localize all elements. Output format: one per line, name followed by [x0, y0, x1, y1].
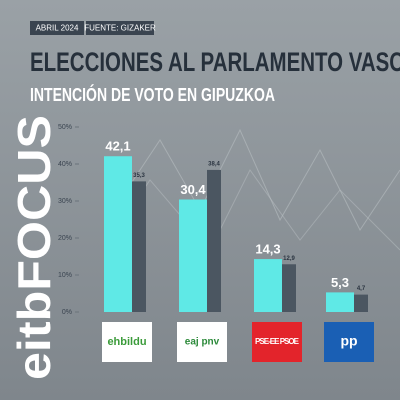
value-label: 14,3	[255, 242, 280, 257]
value-label: 38,4	[208, 161, 220, 167]
party-logo	[102, 322, 152, 362]
date-tag	[30, 21, 84, 35]
y-tick-label: 50%	[58, 124, 72, 131]
value-label: 35,3	[133, 173, 145, 179]
value-label: 30,4	[180, 182, 206, 197]
bar	[326, 292, 354, 312]
value-label: 42,1	[105, 139, 130, 154]
date: ABRIL 2024	[36, 24, 79, 33]
bar	[179, 199, 207, 312]
party-logo	[252, 322, 302, 362]
source: FUENTE: GIZAKER	[84, 24, 156, 33]
y-tick-label: 20%	[58, 235, 72, 242]
source-tag	[86, 21, 154, 35]
x-tick-label: eaj pnv	[185, 337, 220, 348]
chart-title: ELECCIONES AL PARLAMENTO VASCO	[30, 47, 400, 77]
y-tick-label: 30%	[58, 198, 72, 205]
bar	[104, 156, 132, 312]
brand: eitbFOCUS	[8, 115, 60, 380]
chart-subtitle: INTENCIÓN DE VOTO EN GIPUZKOA	[30, 84, 275, 105]
x-tick-label: PSE-EE PSOE	[255, 337, 300, 346]
decor-line	[109, 169, 400, 251]
value-label: 4,7	[357, 286, 366, 292]
y-tick-label: 10%	[58, 272, 72, 279]
bar	[354, 294, 368, 312]
y-tick-label: 0%	[62, 309, 72, 316]
bar	[254, 259, 282, 312]
bar	[132, 181, 146, 312]
bar	[282, 264, 296, 312]
party-logo	[324, 322, 374, 362]
decor-line	[119, 128, 400, 231]
party-logo	[177, 322, 227, 362]
value-label: 12,9	[283, 256, 295, 262]
value-label: 5,3	[331, 275, 349, 290]
bar	[207, 169, 221, 312]
x-tick-label: pp	[340, 333, 357, 349]
y-tick-label: 40%	[58, 161, 72, 168]
x-tick-label: ehbildu	[107, 336, 146, 348]
